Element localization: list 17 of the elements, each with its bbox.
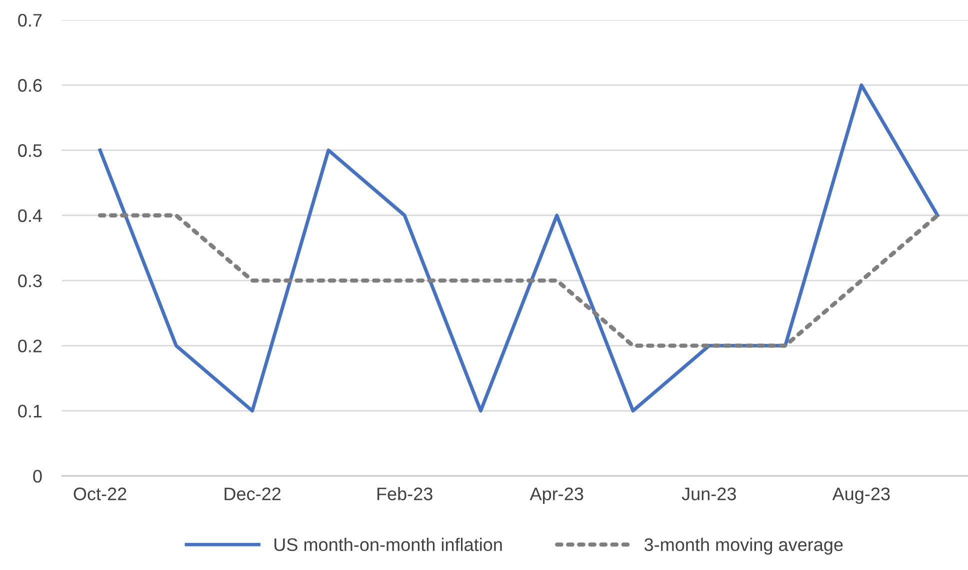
y-tick-label: 0.1 [18, 404, 42, 418]
x-tick-label: Dec-22 [224, 488, 280, 500]
legend-label: US month-on-month inflation [274, 538, 502, 552]
y-tick-label: 0.6 [18, 79, 42, 92]
legend-label: 3-month moving average [644, 538, 843, 555]
y-tick-label: 0.5 [18, 144, 42, 157]
x-tick-label: Oct-22 [74, 488, 126, 500]
line-series [98, 83, 940, 413]
y-tick-label: 0.3 [18, 274, 42, 288]
x-tick-label: Feb-23 [377, 487, 432, 500]
x-tick-label: Jun-23 [682, 488, 736, 500]
x-tick-label: Apr-23 [530, 488, 584, 504]
y-tick-label: 0 [33, 470, 42, 483]
y-tick-label: 0.4 [18, 209, 42, 222]
y-tick-label: 0.7 [18, 14, 42, 27]
x-tick-label: Aug-23 [832, 488, 890, 504]
y-tick-label: 0.2 [18, 340, 42, 352]
